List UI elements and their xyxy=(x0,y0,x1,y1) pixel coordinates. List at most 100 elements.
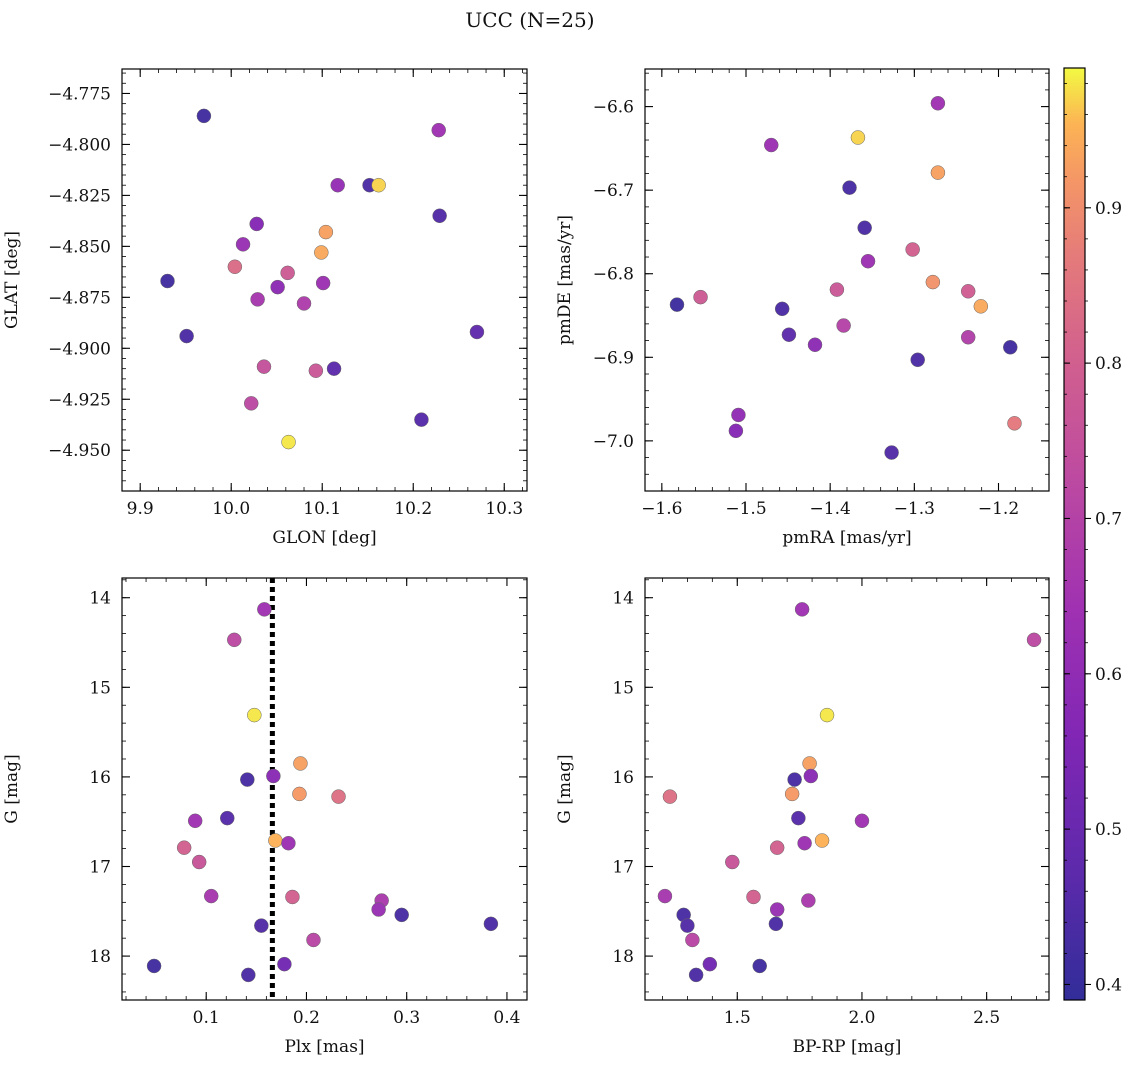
data-point xyxy=(725,854,740,870)
data-point xyxy=(191,854,207,870)
colorbar-tick-label: 0.4 xyxy=(1095,975,1122,995)
data-point xyxy=(315,275,331,291)
colorbar-gradient xyxy=(1064,68,1085,1000)
data-point xyxy=(850,130,866,145)
y-axis-label: GLAT [deg] xyxy=(2,231,22,329)
x-tick-label: −1.4 xyxy=(810,499,851,519)
data-point xyxy=(394,907,409,923)
data-point xyxy=(819,707,835,723)
colorbar-tick-label: 0.5 xyxy=(1095,820,1122,840)
data-point xyxy=(860,253,876,269)
data-point xyxy=(306,932,321,948)
data-point xyxy=(285,889,300,905)
y-tick-label: −4.800 xyxy=(48,135,111,155)
data-point xyxy=(784,786,800,802)
colorbar: 0.4 0.5 0.6 0.7 0.8 0.9 xyxy=(1063,67,1122,1001)
y-tick-label: −6.6 xyxy=(593,98,634,118)
y-tick-label: −4.875 xyxy=(48,288,111,308)
data-point xyxy=(1003,340,1018,355)
y-tick-label: 18 xyxy=(89,947,111,967)
y-axis-label: pmDE [mas/yr] xyxy=(555,215,575,345)
y-tick-label: 17 xyxy=(89,858,111,878)
data-point xyxy=(318,224,334,240)
y-tick-label: −4.950 xyxy=(48,441,111,461)
data-point xyxy=(268,833,283,848)
data-point xyxy=(243,396,259,411)
data-point xyxy=(187,813,203,829)
y-tick-label: −6.9 xyxy=(593,348,634,368)
x-axis-label: pmRA [mas/yr] xyxy=(782,528,911,548)
y-tick-label: −4.825 xyxy=(48,186,111,206)
data-point xyxy=(797,835,812,851)
y-tick-label: 16 xyxy=(89,768,111,788)
data-point xyxy=(960,329,976,345)
x-tick-label: 2.0 xyxy=(848,1008,875,1028)
data-point xyxy=(973,299,989,314)
data-point xyxy=(746,889,761,905)
data-point xyxy=(203,888,219,904)
data-point xyxy=(787,772,802,787)
data-point xyxy=(247,707,262,723)
data-point xyxy=(308,363,324,378)
data-point xyxy=(769,902,785,917)
x-tick-label: 0.1 xyxy=(193,1008,220,1028)
y-tick-label: 16 xyxy=(612,768,634,788)
x-tick-label: 1.5 xyxy=(724,1008,751,1028)
x-tick-label: −1.2 xyxy=(978,499,1019,519)
data-point xyxy=(256,359,272,374)
data-point xyxy=(296,296,312,311)
y-tick-label: −7.0 xyxy=(593,432,634,452)
data-point xyxy=(925,274,941,290)
data-point xyxy=(160,273,175,289)
data-point xyxy=(930,165,946,180)
data-point xyxy=(764,137,779,153)
y-tick-label: −4.775 xyxy=(48,84,111,104)
y-axis-label: G [mag] xyxy=(2,754,22,823)
data-point xyxy=(960,284,976,299)
panel-plx-g: 0.1 0.2 0.3 0.4 14 15 16 17 18 Plx [mas] G [mag] xyxy=(2,577,528,1057)
x-tick-label: −1.3 xyxy=(894,499,935,519)
panels: 9.9 10.0 10.1 10.2 10.3 −4.775 −4.800 −4.825 −4.… xyxy=(2,68,1050,1057)
data-point xyxy=(314,245,329,260)
figure-title: UCC (N=25) xyxy=(465,8,594,32)
data-point xyxy=(884,445,899,460)
data-point xyxy=(794,602,810,617)
axes-frame xyxy=(644,577,1050,1001)
data-point xyxy=(836,318,851,333)
data-point xyxy=(483,916,499,932)
y-tick-label: −6.7 xyxy=(593,181,634,201)
data-point xyxy=(791,810,806,826)
panel-glon-glat: 9.9 10.0 10.1 10.2 10.3 −4.775 −4.800 −4.825 −4.… xyxy=(2,68,528,548)
data-point xyxy=(331,789,346,804)
data-point xyxy=(728,423,744,439)
y-tick-label: 14 xyxy=(89,589,111,609)
data-point xyxy=(241,967,256,983)
data-point xyxy=(431,122,446,138)
y-axis-label: G [mag] xyxy=(555,754,575,823)
data-point xyxy=(240,772,255,787)
data-point xyxy=(768,916,784,932)
x-tick-label: 10.1 xyxy=(303,499,341,519)
data-point xyxy=(807,337,823,353)
data-point xyxy=(774,301,790,317)
data-point xyxy=(685,932,700,948)
data-point xyxy=(814,833,830,848)
y-tick-label: 15 xyxy=(89,678,111,698)
data-point xyxy=(196,108,212,124)
y-tick-label: 14 xyxy=(612,589,634,609)
x-tick-label: 9.9 xyxy=(127,499,154,519)
x-axis-label: BP-RP [mag] xyxy=(793,1037,902,1057)
panel-bprp-g: 1.5 2.0 2.5 14 15 16 17 18 BP-RP [mag] G [mag] xyxy=(555,577,1050,1057)
axes-frame xyxy=(121,68,528,492)
data-point xyxy=(227,632,242,648)
x-tick-label: 0.3 xyxy=(393,1008,420,1028)
data-point xyxy=(781,327,797,342)
data-point xyxy=(702,956,718,972)
data-point xyxy=(662,789,678,804)
colorbar-tick-label: 0.9 xyxy=(1095,199,1122,219)
data-point xyxy=(371,902,386,917)
x-tick-label: 0.2 xyxy=(293,1008,320,1028)
x-tick-label: 10.2 xyxy=(394,499,432,519)
y-tick-label: −4.850 xyxy=(48,237,111,257)
